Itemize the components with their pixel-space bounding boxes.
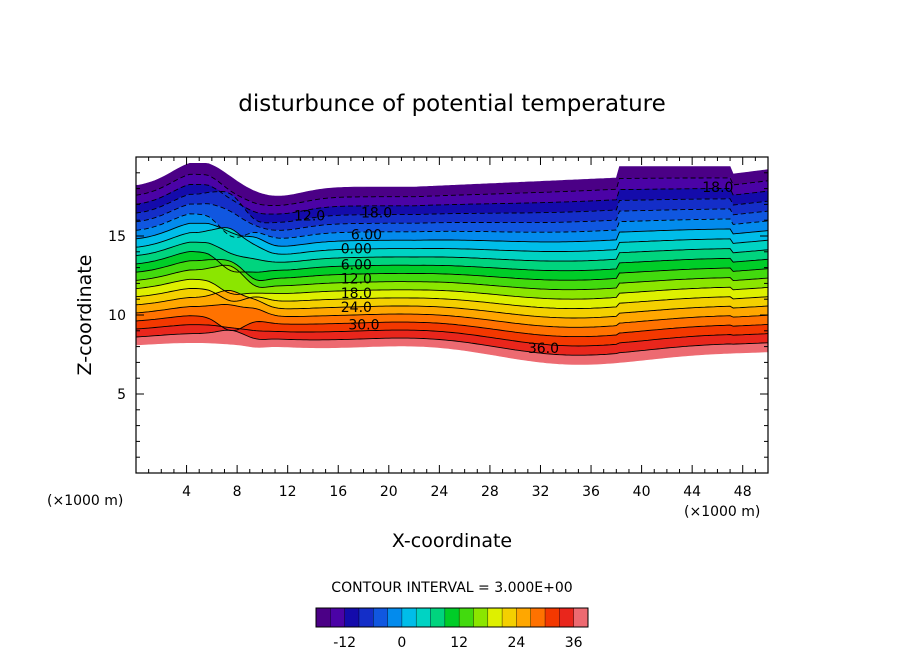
colorbar-frame — [315, 607, 589, 628]
colorbar-swatch — [559, 608, 575, 627]
contour-line — [136, 173, 768, 206]
colorbar-tick-label: 12 — [450, 635, 468, 651]
contour-line — [136, 251, 768, 273]
contour-label: 18.0 — [361, 205, 392, 221]
colorbar-swatch — [473, 608, 489, 627]
colorbar-swatch — [373, 608, 389, 627]
colorbar-tick-label: 0 — [397, 635, 406, 651]
chart-title: disturbunce of potential temperature — [238, 91, 666, 117]
colorbar-swatch — [430, 608, 446, 627]
contour-line — [136, 264, 768, 291]
x-tick-label: 20 — [380, 484, 398, 500]
x-tick-label: 12 — [279, 484, 297, 500]
colorbar-swatch — [330, 608, 346, 627]
contour-label: 18.0 — [341, 286, 372, 302]
contour-label: 18.0 — [702, 180, 733, 196]
contour-label: 6.00 — [341, 257, 372, 273]
colorbar-swatch — [516, 608, 532, 627]
contour-line — [136, 287, 768, 310]
contour-line — [136, 324, 768, 347]
contour-interval-text: CONTOUR INTERVAL = 3.000E+00 — [331, 580, 572, 596]
y-axis-label: Z-coordinate — [74, 255, 96, 376]
contour-line — [136, 227, 768, 255]
contour-line — [136, 191, 768, 224]
x-unit-right: (×1000 m) — [684, 504, 760, 520]
contour-line — [136, 315, 768, 338]
y-tick-label: 5 — [117, 387, 126, 403]
x-tick-label: 16 — [329, 484, 347, 500]
colorbar-swatch — [401, 608, 417, 627]
contour-label: 30.0 — [348, 317, 379, 333]
colorbar-swatch — [530, 608, 546, 627]
x-tick-label: 4 — [182, 484, 191, 500]
contour-line — [136, 259, 768, 281]
contour-labels: 18.012.0 18.06.000.006.0012.018.024.030.0… — [294, 180, 733, 357]
colorbar-swatch — [416, 608, 432, 627]
colorbar-swatch — [573, 608, 589, 627]
contour-line — [136, 304, 768, 328]
colorbar-swatch — [545, 608, 560, 627]
x-tick-label: 40 — [633, 484, 651, 500]
x-tick-label: 32 — [532, 484, 550, 500]
contour-label: 12.0 — [294, 208, 325, 224]
x-axis-label: X-coordinate — [392, 530, 512, 552]
x-tick-label: 48 — [734, 484, 752, 500]
colorbar-tick-label: -12 — [333, 635, 356, 651]
colorbar-swatch — [358, 608, 374, 627]
colorbar-swatch — [387, 608, 403, 627]
colorbar-tick-label: 36 — [565, 635, 583, 651]
colorbar-tick-label: 24 — [508, 635, 526, 651]
x-tick-label: 36 — [582, 484, 600, 500]
contour-line — [136, 289, 768, 319]
contour-label: 24.0 — [341, 300, 372, 316]
contour-line — [136, 329, 768, 356]
x-tick-label: 8 — [233, 484, 242, 500]
colorbar-swatch — [502, 608, 517, 627]
colorbar-swatch — [316, 608, 331, 627]
colorbar-swatch — [444, 608, 460, 627]
y-tick-label: 10 — [108, 308, 126, 324]
contour-fill — [136, 163, 768, 365]
colorbar-swatch — [344, 608, 360, 627]
contour-line — [136, 241, 768, 263]
contour-label: 0.00 — [341, 242, 372, 258]
contour-label: 6.00 — [351, 227, 382, 243]
contour-lines — [136, 173, 768, 356]
colorbar-swatch — [487, 608, 503, 627]
contour-label: 12.0 — [341, 272, 372, 288]
x-unit-left: (×1000 m) — [47, 493, 123, 509]
colorbar: -12 0 12 24 36 — [315, 607, 589, 651]
x-tick-label: 24 — [430, 484, 448, 500]
x-tick-label: 44 — [683, 484, 701, 500]
contour-label: 36.0 — [528, 341, 559, 357]
y-tick-label: 15 — [108, 229, 126, 245]
x-tick-label: 28 — [481, 484, 499, 500]
colorbar-swatch — [459, 608, 474, 627]
